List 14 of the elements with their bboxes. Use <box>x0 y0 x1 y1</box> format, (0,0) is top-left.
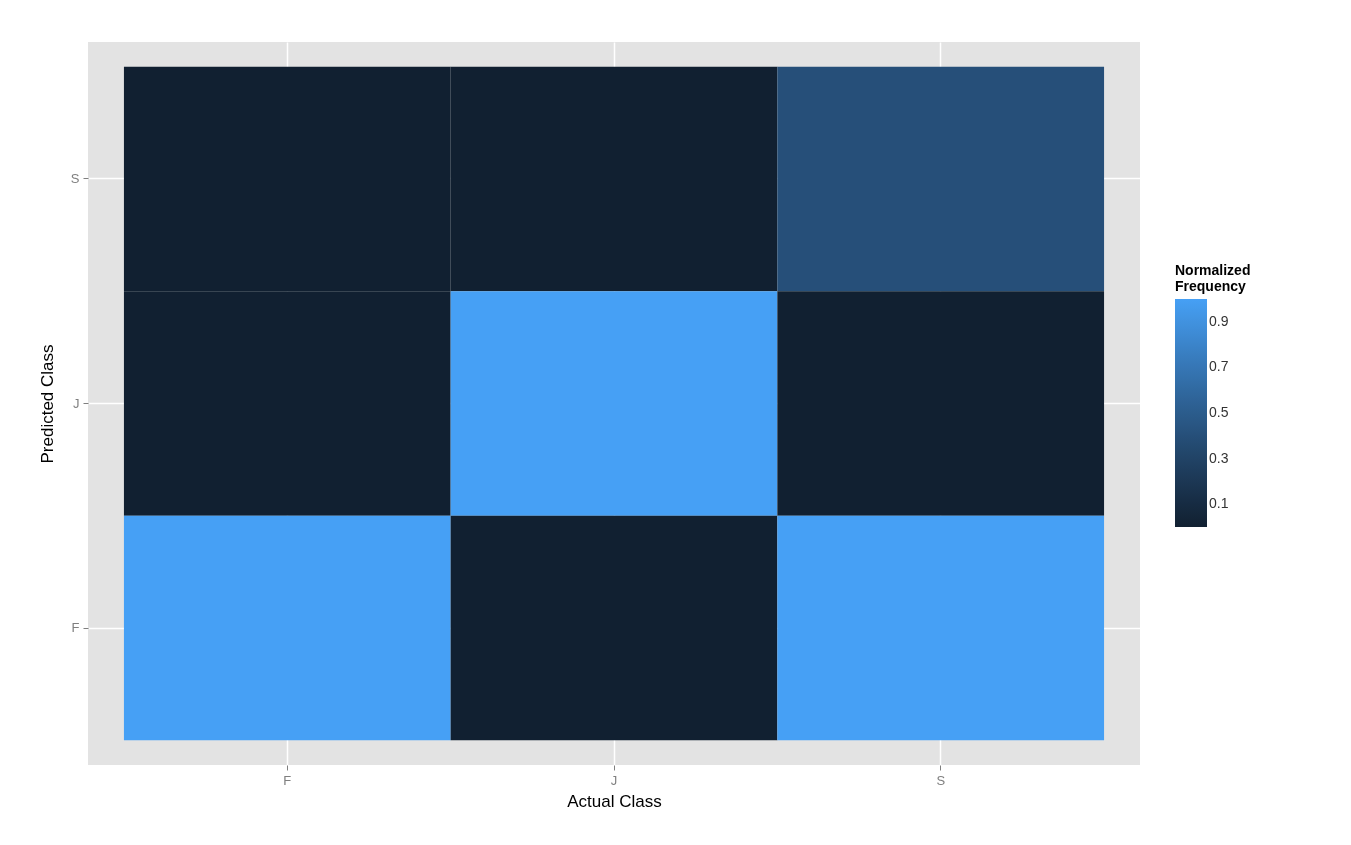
color-bar-label: 0.3 <box>1209 449 1229 466</box>
legend-title: Normalized Frequency <box>1175 262 1251 294</box>
color-bar-label: 0.1 <box>1209 495 1229 512</box>
y-tick-label: J <box>73 395 80 411</box>
color-bar-label: 0.9 <box>1209 312 1229 329</box>
y-tick-label: S <box>70 170 80 186</box>
x-tick-label: F <box>283 772 292 788</box>
color-bar-label: 0.5 <box>1209 404 1229 420</box>
y-tick-label: F <box>71 620 80 636</box>
x-tick-label: J <box>610 772 618 788</box>
color-bar-label: 0.7 <box>1209 358 1229 375</box>
y-axis-title: Predicted Class <box>37 344 57 464</box>
x-tick-label: S <box>936 772 946 788</box>
x-axis-title: Actual Class <box>567 791 662 811</box>
